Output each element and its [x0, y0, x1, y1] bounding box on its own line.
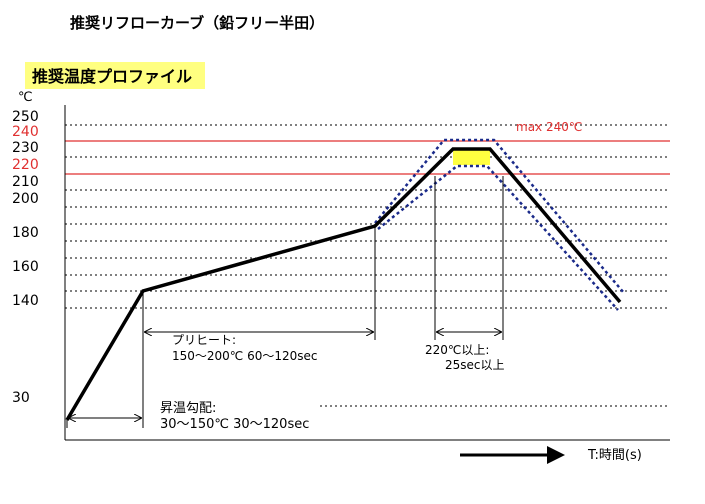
- profile-curve: [65, 147, 622, 421]
- y-label: 200: [12, 191, 39, 207]
- lower-tolerance: [377, 164, 619, 311]
- y-label: 230: [12, 140, 39, 156]
- annotation: 220℃以上:: [425, 343, 489, 357]
- panel-title-bg: [25, 62, 205, 89]
- annotation: 30～150℃ 30～120sec: [160, 417, 309, 432]
- max-label: max 240℃: [516, 120, 582, 134]
- upper-tolerance: [374, 138, 625, 294]
- x-axis-label: T:時間(s): [587, 448, 642, 463]
- y-label: 160: [12, 259, 39, 275]
- unit: ℃: [18, 90, 33, 105]
- y-label: 30: [12, 390, 30, 406]
- y-label: 250: [12, 109, 39, 125]
- grid: [65, 124, 670, 407]
- page-title: 推奨リフローカーブ（鉛フリー半田）: [70, 14, 324, 32]
- annotation: 25sec以上: [445, 358, 505, 372]
- annotation: 昇温勾配:: [160, 401, 216, 416]
- annotation: プリヒート:: [172, 333, 236, 347]
- y-label: 140: [12, 293, 39, 309]
- peak-zone: [453, 149, 490, 165]
- y-label: 180: [12, 225, 39, 241]
- panel-title: 推奨温度プロファイル: [32, 67, 192, 86]
- y-label: 210: [12, 174, 39, 190]
- y-label: 220: [12, 157, 39, 173]
- annotation: 150～200℃ 60～120sec: [172, 349, 318, 363]
- y-label: 240: [12, 124, 39, 140]
